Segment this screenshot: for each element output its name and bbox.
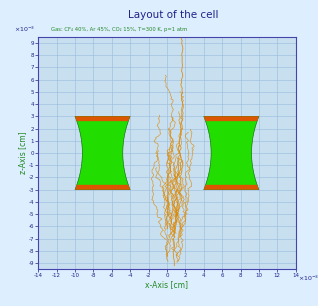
Text: Layout of the cell: Layout of the cell (128, 10, 219, 21)
Text: Gas: CF₄ 40%, Ar 45%, CO₂ 15%, T=300 K, p=1 atm: Gas: CF₄ 40%, Ar 45%, CO₂ 15%, T=300 K, … (51, 27, 187, 32)
Polygon shape (204, 185, 259, 190)
Y-axis label: z-Axis [cm]: z-Axis [cm] (18, 132, 27, 174)
Polygon shape (75, 185, 130, 190)
X-axis label: x-Axis [cm]: x-Axis [cm] (145, 280, 189, 289)
Polygon shape (204, 116, 259, 121)
Polygon shape (204, 116, 259, 190)
Polygon shape (75, 116, 130, 190)
Text: $\times 10^{-3}$: $\times 10^{-3}$ (298, 274, 318, 283)
Text: $\times 10^{-3}$: $\times 10^{-3}$ (14, 25, 36, 34)
Polygon shape (75, 116, 130, 121)
